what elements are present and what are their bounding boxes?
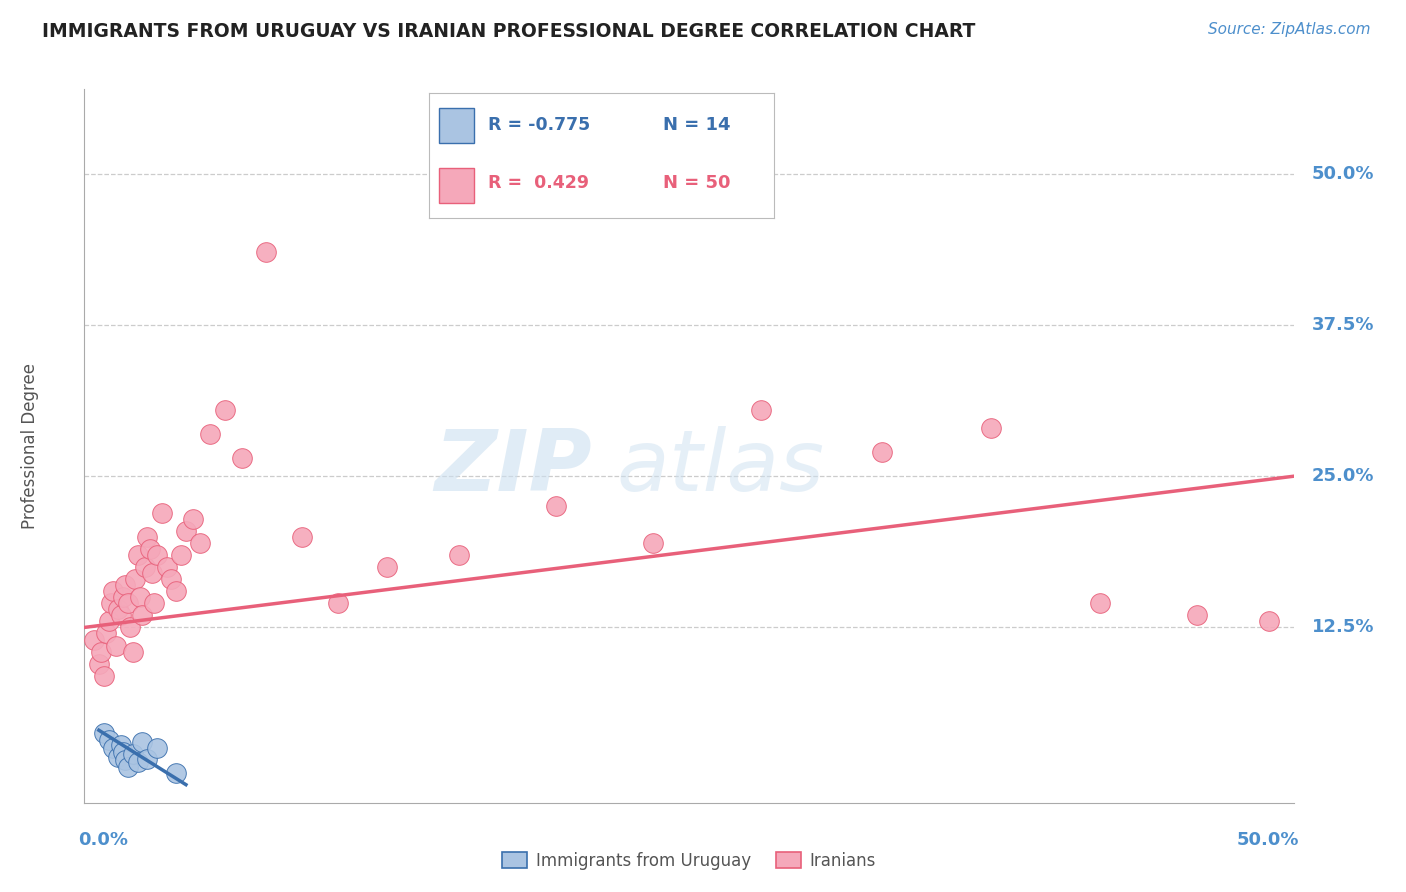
Point — [134, 560, 156, 574]
Legend: Immigrants from Uruguay, Iranians: Immigrants from Uruguay, Iranians — [496, 846, 882, 877]
Point — [94, 626, 117, 640]
Point — [97, 615, 120, 629]
Text: 0.0%: 0.0% — [79, 831, 128, 849]
Point — [124, 572, 146, 586]
Point — [129, 590, 152, 604]
Point — [114, 578, 136, 592]
Point — [121, 747, 143, 762]
Point — [544, 500, 567, 514]
Point — [198, 426, 221, 441]
Text: ZIP: ZIP — [434, 425, 592, 509]
Point — [93, 725, 115, 739]
Point — [1088, 596, 1111, 610]
Point — [291, 530, 314, 544]
Text: 37.5%: 37.5% — [1312, 316, 1374, 334]
Point — [136, 752, 159, 766]
Point — [131, 735, 153, 749]
Point — [103, 741, 125, 756]
Point — [93, 669, 115, 683]
Text: Source: ZipAtlas.com: Source: ZipAtlas.com — [1208, 22, 1371, 37]
Point — [131, 608, 153, 623]
Point — [112, 590, 135, 604]
Text: 50.0%: 50.0% — [1312, 165, 1374, 183]
Point — [121, 645, 143, 659]
Point — [170, 548, 193, 562]
Point — [117, 596, 139, 610]
Point — [83, 632, 105, 647]
Text: 25.0%: 25.0% — [1312, 467, 1374, 485]
Point — [1258, 615, 1281, 629]
Point — [214, 402, 236, 417]
Point — [146, 741, 169, 756]
Point — [138, 541, 160, 556]
Point — [146, 548, 169, 562]
Point — [107, 749, 129, 764]
Point — [87, 657, 110, 671]
Point — [231, 451, 253, 466]
Point — [375, 560, 398, 574]
Point — [751, 402, 773, 417]
Text: 12.5%: 12.5% — [1312, 618, 1374, 636]
Point — [97, 732, 120, 747]
Point — [641, 535, 664, 549]
Point — [254, 245, 277, 260]
Point — [90, 645, 112, 659]
Point — [110, 608, 132, 623]
Point — [165, 765, 187, 780]
Point — [127, 548, 149, 562]
Point — [181, 511, 204, 525]
Point — [190, 535, 212, 549]
Point — [136, 530, 159, 544]
Point — [114, 754, 136, 768]
Point — [872, 445, 894, 459]
Point — [155, 560, 177, 574]
Text: 50.0%: 50.0% — [1237, 831, 1299, 849]
Point — [143, 596, 166, 610]
Point — [980, 421, 1002, 435]
Point — [174, 524, 197, 538]
Point — [103, 584, 125, 599]
Point — [112, 745, 135, 759]
Text: atlas: atlas — [616, 425, 824, 509]
Point — [120, 620, 142, 634]
Point — [107, 602, 129, 616]
Point — [110, 738, 132, 752]
Point — [160, 572, 183, 586]
Text: Professional Degree: Professional Degree — [21, 363, 39, 529]
Point — [449, 548, 471, 562]
Point — [127, 755, 149, 769]
Point — [328, 596, 350, 610]
Point — [150, 506, 173, 520]
Text: IMMIGRANTS FROM URUGUAY VS IRANIAN PROFESSIONAL DEGREE CORRELATION CHART: IMMIGRANTS FROM URUGUAY VS IRANIAN PROFE… — [42, 22, 976, 41]
Point — [165, 584, 187, 599]
Point — [117, 759, 139, 773]
Point — [1185, 608, 1208, 623]
Point — [104, 639, 127, 653]
Point — [141, 566, 163, 580]
Point — [100, 596, 122, 610]
